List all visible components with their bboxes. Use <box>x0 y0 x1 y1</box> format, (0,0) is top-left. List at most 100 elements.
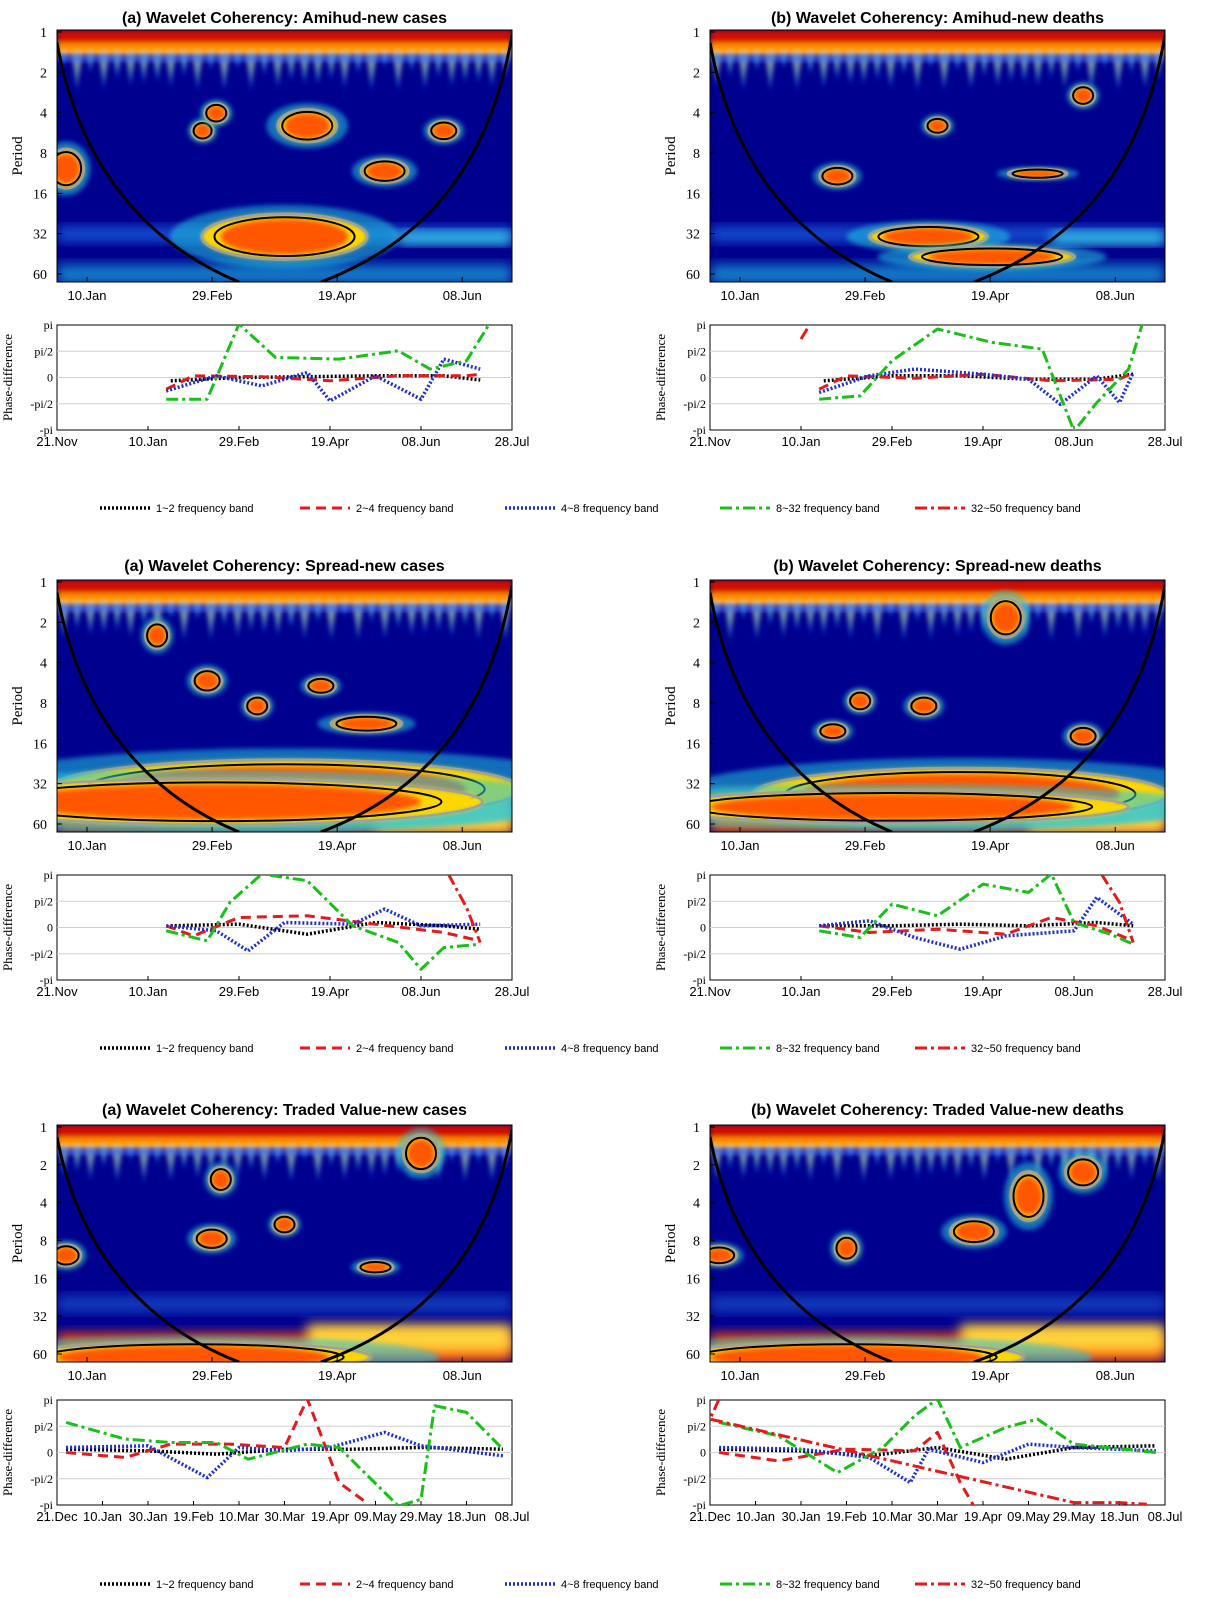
significance-contour <box>144 621 171 650</box>
coherence-region <box>1058 1151 1108 1194</box>
phase-x-tick-label: 30.Jan <box>128 1509 167 1524</box>
cone-of-influence-left <box>710 1136 893 1362</box>
cone-of-influence-left <box>57 1136 240 1362</box>
period-tick-label: 8 <box>40 147 47 162</box>
heatmap-frame <box>709 1124 1166 1363</box>
period-tick-label: 32 <box>33 778 47 793</box>
significance-contour <box>246 696 269 716</box>
period-tick-label: 4 <box>40 657 47 672</box>
significance-contour <box>57 1340 373 1362</box>
phase-series-b4 <box>165 875 481 971</box>
coherence-region <box>1003 1161 1054 1231</box>
phase-x-tick-label: 28.Jul <box>495 434 530 449</box>
significance-contour <box>57 147 86 190</box>
significance-contour <box>57 1243 83 1268</box>
period-tick-label: 8 <box>40 697 47 712</box>
legend-label: 8~32 frequency band <box>776 1043 880 1055</box>
phase-x-tick-label: 10.Jan <box>781 434 820 449</box>
significance-contour <box>359 158 410 184</box>
phase-series-b2 <box>819 916 1134 943</box>
coherence-region <box>351 155 418 187</box>
phase-x-tick-label: 10.Jan <box>128 434 167 449</box>
legend: 1~2 frequency band 2~4 frequency band 4~8 … <box>100 1043 1081 1055</box>
phase-series-group <box>165 325 491 403</box>
x-tick-label: 10.Jan <box>67 838 106 853</box>
significance-contour <box>203 102 230 125</box>
phase-tick-label: -pi <box>693 423 707 437</box>
coherence-region <box>921 114 954 138</box>
phase-tick-label: 0 <box>700 921 706 935</box>
phase-x-tick-label: 21.Nov <box>689 984 731 999</box>
period-tick-label: 32 <box>686 228 700 243</box>
x-tick-label: 29.Feb <box>845 838 885 853</box>
phase-x-tick-label: 08.Jun <box>1054 434 1093 449</box>
period-tick-label: 2 <box>40 1159 47 1174</box>
period-axis-label: Period <box>10 1223 26 1263</box>
phase-series-b3 <box>818 367 1135 406</box>
significance-contour <box>190 120 215 142</box>
phase-series-b1 <box>823 920 1134 928</box>
period-tick-label: 16 <box>686 1272 700 1287</box>
significance-contour <box>1009 1170 1048 1222</box>
coherence-region <box>903 692 945 720</box>
phase-tick-label: pi/2 <box>34 344 53 358</box>
chart-amihud-deaths: (b) Wavelet Coherency: Amihud-new deaths… <box>653 10 1182 449</box>
significance-contour <box>849 691 872 711</box>
period-tick-label: 16 <box>33 737 47 752</box>
x-tick-label: 19.Apr <box>318 838 357 853</box>
significance-contour <box>1069 726 1097 746</box>
phase-series-b2 <box>65 1400 368 1504</box>
x-tick-label: 10.Jan <box>720 288 759 303</box>
significance-contour <box>986 596 1025 639</box>
significance-contour <box>273 1215 296 1234</box>
coherence-region <box>830 1231 863 1266</box>
phase-series-b5 <box>799 325 812 340</box>
heatmap <box>57 580 512 832</box>
significance-contour <box>821 166 854 186</box>
phase-tick-label: pi/2 <box>34 1419 53 1433</box>
cone-of-influence-right <box>320 34 512 282</box>
cone-of-influence-left <box>57 42 240 282</box>
phase-tick-label: -pi <box>40 423 54 437</box>
period-axis-label: Period <box>663 136 679 176</box>
legend-label: 1~2 frequency band <box>156 1579 254 1591</box>
legend-label: 4~8 frequency band <box>561 1043 659 1055</box>
phase-x-tick-label: 18.Jun <box>1100 1509 1139 1524</box>
period-tick-label: 1 <box>40 1121 47 1136</box>
period-tick-label: 8 <box>693 1235 700 1250</box>
period-tick-label: 16 <box>686 187 700 202</box>
phase-x-tick-label: 29.Feb <box>872 434 912 449</box>
x-tick-label: 10.Jan <box>720 1368 759 1383</box>
x-tick-label: 29.Feb <box>845 1368 885 1383</box>
phase-tick-label: -pi/2 <box>683 947 706 961</box>
significance-contour <box>307 677 335 694</box>
heatmap-frame <box>56 29 513 283</box>
period-tick-label: 32 <box>686 778 700 793</box>
significance-contour <box>818 165 857 188</box>
significance-contour <box>404 1136 438 1171</box>
phase-x-tick-label: 21.Nov <box>36 434 78 449</box>
phase-x-tick-label: 10.Mar <box>219 1509 260 1524</box>
significance-contour <box>1012 1174 1045 1218</box>
chart-spread-deaths: (b) Wavelet Coherency: Spread-new deaths… <box>653 558 1182 999</box>
period-tick-label: 8 <box>693 147 700 162</box>
phase-axis-label: Phase-difference <box>0 334 15 421</box>
period-tick-label: 60 <box>686 1348 700 1363</box>
period-tick-label: 4 <box>693 1197 700 1212</box>
phase-series-group <box>65 1400 504 1505</box>
period-tick-label: 32 <box>686 1310 700 1325</box>
legend-label: 32~50 frequency band <box>971 503 1081 515</box>
phase-tick-label: -pi/2 <box>30 397 53 411</box>
significance-contour <box>363 160 406 182</box>
period-tick-label: 4 <box>40 1197 47 1212</box>
phase-x-tick-label: 30.Mar <box>917 1509 958 1524</box>
chart-spread-cases: (a) Wavelet Coherency: Spread-new cases 1… <box>0 558 529 999</box>
period-tick-label: 60 <box>33 1348 47 1363</box>
period-tick-label: 8 <box>693 697 700 712</box>
phase-tick-label: 0 <box>47 1446 53 1460</box>
phase-x-tick-label: 19.Apr <box>964 434 1003 449</box>
x-tick-label: 19.Apr <box>971 288 1010 303</box>
legend-label: 1~2 frequency band <box>156 503 254 515</box>
significance-contour <box>989 600 1022 636</box>
coherence-region <box>266 103 349 149</box>
